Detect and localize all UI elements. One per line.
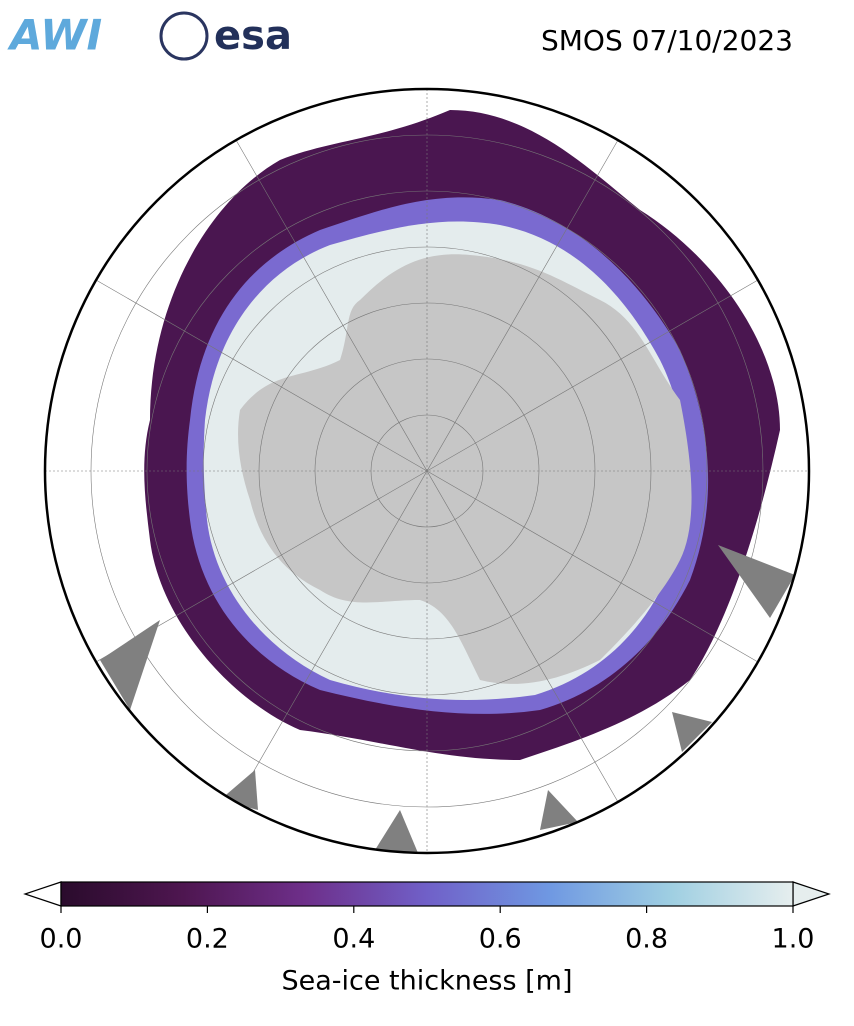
map: [45, 89, 809, 853]
antarctica: [238, 254, 692, 684]
colorbar-tick-label: 0.0: [40, 924, 83, 955]
awi-logo: AWI: [7, 11, 102, 60]
colorbar-tick-label: 0.4: [332, 924, 375, 955]
colorbar-label: Sea-ice thickness [m]: [281, 966, 572, 997]
colorbar-body: [60, 881, 794, 907]
colorbar-tick-label: 0.8: [625, 924, 668, 955]
esa-logo: esa: [214, 13, 292, 59]
colorbar-tick-label: 0.6: [479, 924, 522, 955]
colorbar: [23, 881, 831, 907]
map-title: SMOS 07/10/2023: [541, 24, 793, 57]
graticule: [45, 89, 809, 853]
map-frame: [43, 87, 811, 855]
esa-logo-mark: [159, 11, 209, 61]
colorbar-tick-label: 1.0: [772, 924, 815, 955]
colorbar-extend-low: [23, 881, 62, 907]
colorbar-tick-label: 0.2: [186, 924, 229, 955]
colorbar-extend-high: [792, 881, 831, 907]
